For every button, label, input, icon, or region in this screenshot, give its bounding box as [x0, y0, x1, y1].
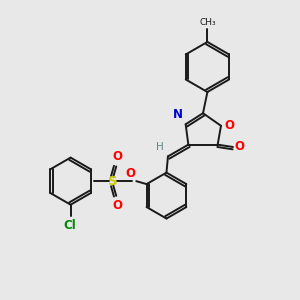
Text: O: O — [125, 167, 135, 180]
Text: CH₃: CH₃ — [199, 18, 216, 27]
Text: S: S — [109, 175, 118, 188]
Text: O: O — [112, 151, 122, 164]
Text: O: O — [235, 140, 245, 154]
Text: H: H — [156, 142, 164, 152]
Text: Cl: Cl — [63, 218, 76, 232]
Text: N: N — [173, 108, 183, 121]
Text: O: O — [224, 119, 235, 132]
Text: O: O — [112, 199, 122, 212]
